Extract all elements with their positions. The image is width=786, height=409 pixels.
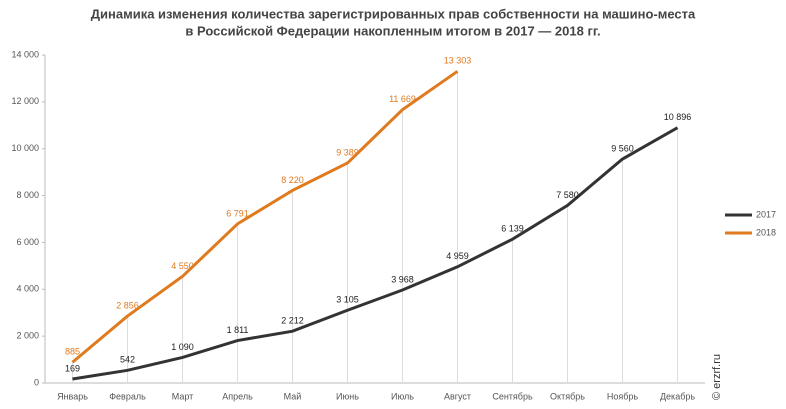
x-tick-label: Февраль <box>109 391 146 401</box>
y-tick-label: 14 000 <box>11 49 39 59</box>
legend-label: 2017 <box>756 209 776 219</box>
data-label: 4 550 <box>171 261 194 271</box>
x-tick-label: Сентябрь <box>492 391 533 401</box>
x-tick-label: Январь <box>57 391 88 401</box>
data-label: 7 580 <box>556 190 579 200</box>
y-tick-label: 12 000 <box>11 96 39 106</box>
data-label: 6 139 <box>501 224 524 234</box>
y-tick-label: 6 000 <box>16 237 39 247</box>
watermark: © erzrf.ru <box>711 354 723 400</box>
data-label: 1 090 <box>171 342 194 352</box>
data-label: 3 968 <box>391 274 414 284</box>
chart-title: Динамика изменения количества зарегистри… <box>91 6 696 21</box>
y-tick-label: 2 000 <box>16 331 39 341</box>
data-label: 2 856 <box>116 300 139 310</box>
data-label: 3 105 <box>336 295 359 305</box>
data-label: 169 <box>65 363 80 373</box>
x-tick-label: Ноябрь <box>607 391 639 401</box>
line-series <box>72 126 679 381</box>
data-label: 8 220 <box>281 175 304 185</box>
x-tick-label: Август <box>444 391 471 401</box>
x-tick-label: Апрель <box>222 391 253 401</box>
data-label: 9 389 <box>336 147 359 157</box>
x-tick-label: Декабрь <box>660 391 695 401</box>
y-tick-label: 10 000 <box>11 143 39 153</box>
y-tick-label: 0 <box>34 377 39 387</box>
data-label: 11 669 <box>389 94 416 104</box>
data-label: 10 896 <box>664 112 692 122</box>
x-tick-label: Март <box>172 391 194 401</box>
data-label: 6 791 <box>226 208 249 218</box>
y-tick-label: 4 000 <box>16 284 39 294</box>
x-tick-label: Июль <box>391 391 414 401</box>
chart-title: в Российской Федерации накопленным итого… <box>185 23 600 38</box>
data-label: 885 <box>65 347 80 357</box>
data-label: 4 959 <box>446 251 469 261</box>
y-tick-label: 8 000 <box>16 190 39 200</box>
data-label: 542 <box>120 355 135 365</box>
data-label: 2 212 <box>281 316 304 326</box>
data-label: 9 560 <box>611 143 634 153</box>
x-tick-label: Октябрь <box>550 391 585 401</box>
data-label: 13 303 <box>444 56 472 66</box>
legend-label: 2018 <box>756 227 776 237</box>
line-series <box>71 70 459 364</box>
x-tick-label: Июнь <box>336 391 359 401</box>
data-label: 1 811 <box>227 325 249 335</box>
x-tick-label: Май <box>284 391 302 401</box>
